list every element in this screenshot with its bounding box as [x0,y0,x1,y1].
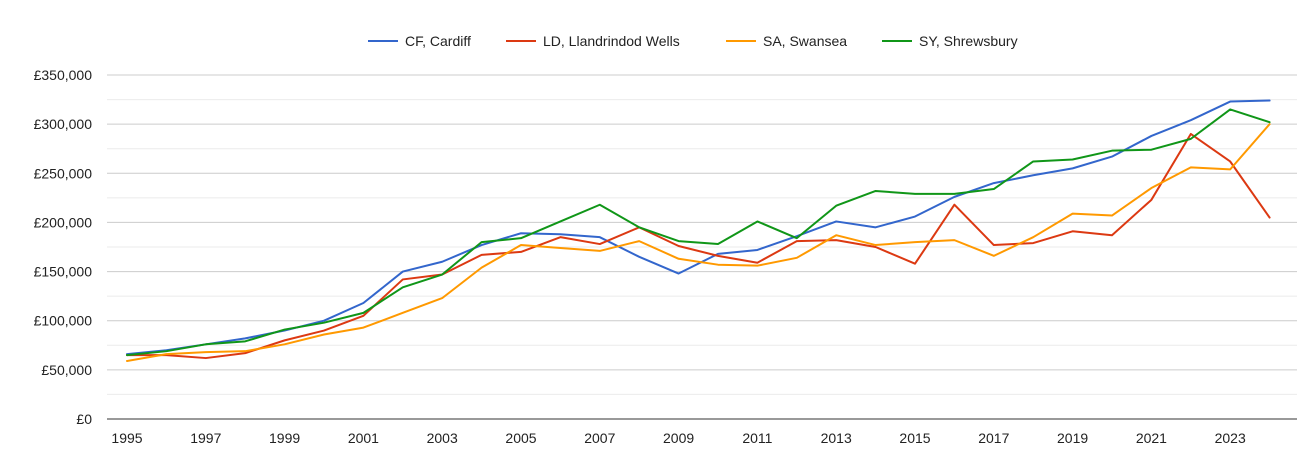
y-tick-label: £200,000 [34,214,93,230]
y-tick-label: £350,000 [34,67,93,83]
legend-item-1[interactable]: LD, Llandrindod Wells [506,33,680,49]
x-axis-ticks: 1995 1997 1999 2001 2003 2005 2007 2009 2011 2013… [111,430,1246,446]
legend-label: CF, Cardiff [405,33,471,49]
legend-item-3[interactable]: SY, Shrewsbury [882,33,1018,49]
y-tick-label: £0 [76,411,92,427]
x-tick-label: 1995 [111,430,142,446]
y-tick-label: £50,000 [41,362,92,378]
x-tick-label: 1997 [190,430,221,446]
y-tick-label: £150,000 [34,264,93,280]
x-tick-label: 2009 [663,430,694,446]
legend-label: SA, Swansea [763,33,847,49]
series-line-3 [126,108,1271,357]
x-tick-label: 2005 [505,430,536,446]
x-tick-label: 2017 [978,430,1009,446]
series-line-2 [126,123,1271,363]
legend-item-0[interactable]: CF, Cardiff [368,33,471,49]
series-line-1 [126,132,1271,360]
y-tick-label: £300,000 [34,116,93,132]
series-lines [126,99,1271,363]
gridlines [107,74,1297,395]
x-tick-label: 2019 [1057,430,1088,446]
x-tick-label: 2015 [899,430,930,446]
y-tick-label: £250,000 [34,165,93,181]
x-tick-label: 2013 [821,430,852,446]
x-tick-label: 2011 [742,430,772,446]
x-tick-label: 2021 [1136,430,1167,446]
legend-label: SY, Shrewsbury [919,33,1018,49]
y-tick-label: £100,000 [34,313,93,329]
series-line-0 [126,99,1271,356]
x-tick-label: 2001 [348,430,379,446]
x-tick-label: 2023 [1215,430,1246,446]
x-tick-label: 1999 [269,430,300,446]
y-axis-ticks: £0 £50,000 £100,000 £150,000 £200,000 £250,00… [34,67,93,427]
x-tick-label: 2007 [584,430,615,446]
x-tick-label: 2003 [427,430,458,446]
legend: CF, Cardiff LD, Llandrindod Wells SA, Swan… [368,33,1018,49]
legend-item-2[interactable]: SA, Swansea [726,33,847,49]
legend-label: LD, Llandrindod Wells [543,33,680,49]
